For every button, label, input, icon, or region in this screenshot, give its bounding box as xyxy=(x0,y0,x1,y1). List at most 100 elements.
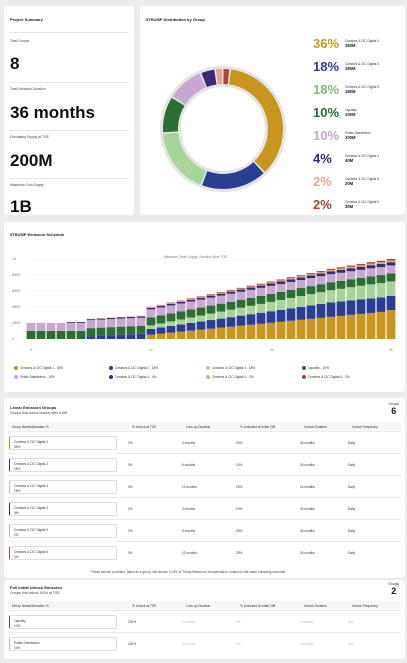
bar-segment[interactable] xyxy=(306,273,316,275)
bar-segment[interactable] xyxy=(336,301,346,316)
bar-segment[interactable] xyxy=(376,283,386,298)
bar-segment[interactable] xyxy=(276,291,286,300)
bar-segment[interactable] xyxy=(386,265,396,274)
bar-segment[interactable] xyxy=(266,311,276,323)
bar-segment[interactable] xyxy=(266,283,276,286)
bar-segment[interactable] xyxy=(286,278,296,280)
bar-segment[interactable] xyxy=(256,284,266,286)
bar-segment[interactable] xyxy=(346,268,356,272)
bar-segment[interactable] xyxy=(236,315,246,326)
bar-segment[interactable] xyxy=(296,306,306,320)
bar-segment[interactable] xyxy=(256,287,266,296)
bar-segment[interactable] xyxy=(106,319,116,328)
bar-segment[interactable] xyxy=(166,321,176,326)
bar-segment[interactable] xyxy=(376,297,386,312)
bar-segment[interactable] xyxy=(306,294,316,306)
bar-segment[interactable] xyxy=(366,312,376,339)
bar-segment[interactable] xyxy=(266,301,276,312)
bar-segment[interactable] xyxy=(376,267,386,276)
bar-segment[interactable] xyxy=(106,318,116,320)
bar-segment[interactable] xyxy=(196,329,206,339)
bar-segment[interactable] xyxy=(306,278,316,287)
bar-segment[interactable] xyxy=(316,292,326,304)
bar-segment[interactable] xyxy=(176,311,186,320)
bar-segment[interactable] xyxy=(366,262,376,264)
bar-segment[interactable] xyxy=(316,303,326,318)
donut-slice[interactable] xyxy=(202,162,264,189)
bar-segment[interactable] xyxy=(366,298,376,313)
bar-segment[interactable] xyxy=(326,268,336,270)
bar-segment[interactable] xyxy=(316,317,326,339)
donut-slice[interactable] xyxy=(229,69,283,172)
bar-segment[interactable] xyxy=(256,303,266,313)
bar-segment[interactable] xyxy=(286,279,296,282)
bar-segment[interactable] xyxy=(196,299,206,308)
bar-segment[interactable] xyxy=(356,313,366,339)
bar-segment[interactable] xyxy=(36,331,46,339)
bar-segment[interactable] xyxy=(246,289,256,298)
bar-segment[interactable] xyxy=(136,333,146,339)
donut-slice[interactable] xyxy=(172,73,206,105)
bar-segment[interactable] xyxy=(146,328,156,335)
bar-segment[interactable] xyxy=(356,277,366,286)
bar-segment[interactable] xyxy=(186,309,196,318)
bar-segment[interactable] xyxy=(256,285,266,288)
bar-segment[interactable] xyxy=(206,320,216,329)
bar-segment[interactable] xyxy=(166,313,176,322)
bar-segment[interactable] xyxy=(66,322,76,323)
bar-segment[interactable] xyxy=(326,290,336,303)
bar-segment[interactable] xyxy=(26,331,36,339)
bar-segment[interactable] xyxy=(256,323,266,339)
bar-segment[interactable] xyxy=(206,313,216,321)
bar-segment[interactable] xyxy=(286,320,296,339)
bar-segment[interactable] xyxy=(156,305,166,306)
bar-segment[interactable] xyxy=(246,285,256,287)
bar-segment[interactable] xyxy=(176,303,186,312)
bar-segment[interactable] xyxy=(356,299,366,314)
donut-slice[interactable] xyxy=(223,69,230,85)
bar-segment[interactable] xyxy=(236,287,246,289)
bar-segment[interactable] xyxy=(226,317,236,327)
bar-segment[interactable] xyxy=(126,334,136,339)
bar-segment[interactable] xyxy=(276,280,286,282)
bar-segment[interactable] xyxy=(376,311,386,339)
bar-segment[interactable] xyxy=(276,299,286,310)
bar-segment[interactable] xyxy=(186,298,196,300)
bar-segment[interactable] xyxy=(176,301,186,302)
bar-segment[interactable] xyxy=(176,331,186,339)
bar-segment[interactable] xyxy=(346,266,356,269)
bar-segment[interactable] xyxy=(296,319,306,339)
bar-segment[interactable] xyxy=(126,316,136,317)
bar-segment[interactable] xyxy=(316,273,326,277)
bar-segment[interactable] xyxy=(306,286,316,295)
bar-segment[interactable] xyxy=(26,323,36,331)
bar-segment[interactable] xyxy=(346,279,356,288)
bar-segment[interactable] xyxy=(296,280,306,289)
bar-segment[interactable] xyxy=(116,326,126,335)
bar-segment[interactable] xyxy=(266,322,276,339)
donut-slice[interactable] xyxy=(201,69,217,88)
bar-segment[interactable] xyxy=(86,320,96,329)
bar-segment[interactable] xyxy=(216,293,226,296)
bar-segment[interactable] xyxy=(326,282,336,291)
bar-segment[interactable] xyxy=(216,292,226,294)
bar-segment[interactable] xyxy=(336,288,346,302)
bar-segment[interactable] xyxy=(66,323,76,331)
bar-segment[interactable] xyxy=(176,319,186,325)
bar-segment[interactable] xyxy=(296,288,306,297)
bar-segment[interactable] xyxy=(46,331,56,339)
bar-segment[interactable] xyxy=(386,262,396,266)
bar-segment[interactable] xyxy=(236,289,246,292)
bar-segment[interactable] xyxy=(166,325,176,333)
bar-segment[interactable] xyxy=(156,315,166,324)
bar-segment[interactable] xyxy=(216,318,226,328)
bar-segment[interactable] xyxy=(326,316,336,339)
bar-segment[interactable] xyxy=(216,327,226,339)
bar-segment[interactable] xyxy=(236,299,246,308)
bar-segment[interactable] xyxy=(306,318,316,339)
bar-segment[interactable] xyxy=(386,259,396,261)
bar-segment[interactable] xyxy=(116,334,126,339)
bar-segment[interactable] xyxy=(356,265,366,267)
bar-segment[interactable] xyxy=(286,277,296,279)
bar-segment[interactable] xyxy=(376,275,386,284)
